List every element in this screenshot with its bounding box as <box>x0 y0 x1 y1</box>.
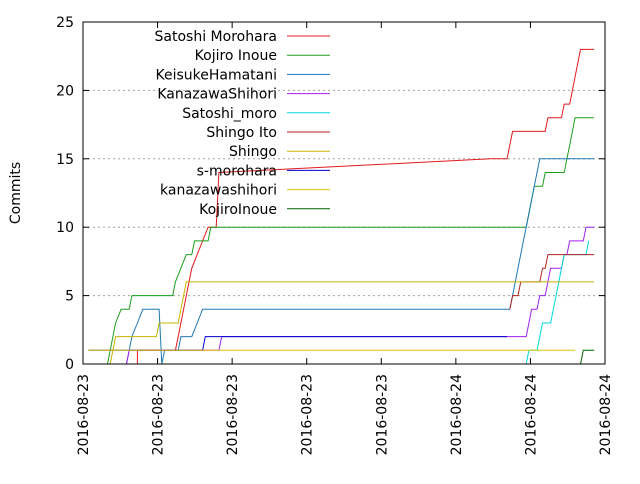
x-tick-label-5: 2016-08-24 <box>449 374 465 455</box>
series-line-5 <box>525 240 590 365</box>
legend-label-7: Shingo <box>229 144 277 160</box>
x-tick-label-1: 2016-08-23 <box>151 374 167 455</box>
legend: Satoshi Morohara Kojiro Inoue KeisukeHamat… <box>155 29 330 218</box>
x-axis: 2016-08-23 2016-08-23 2016-08-23 2016-08-23… <box>76 22 614 455</box>
series-line-7 <box>109 281 595 365</box>
series-line-8 <box>88 336 508 351</box>
x-tick-label-7: 2016-08-24 <box>598 374 614 455</box>
y-tick-label-5: 25 <box>56 15 74 31</box>
legend-label-8: s-morohara <box>197 163 277 179</box>
series-line-2 <box>107 117 595 365</box>
y-tick-label-0: 0 <box>65 357 74 373</box>
series-line-10 <box>580 349 595 365</box>
y-axis: 0 5 10 15 20 25 <box>56 15 605 373</box>
x-tick-label-3: 2016-08-23 <box>300 374 316 455</box>
series-lines <box>88 48 595 365</box>
legend-label-1: Satoshi Morohara <box>155 29 277 45</box>
legend-label-5: Satoshi_moro <box>182 106 277 122</box>
y-axis-label: Commits <box>8 162 24 224</box>
series-line-1 <box>104 48 595 365</box>
legend-label-6: Shingo Ito <box>206 125 277 141</box>
x-tick-label-2: 2016-08-23 <box>225 374 241 455</box>
y-tick-label-1: 5 <box>65 289 74 305</box>
x-tick-label-0: 2016-08-23 <box>76 374 92 455</box>
legend-label-9: kanazawashihori <box>160 183 277 199</box>
series-line-3 <box>126 158 595 365</box>
y-tick-label-4: 20 <box>56 83 74 99</box>
legend-label-2: Kojiro Inoue <box>195 48 277 64</box>
y-tick-label-3: 15 <box>56 152 74 168</box>
y-tick-label-2: 10 <box>56 220 74 236</box>
legend-label-3: KeisukeHamatani <box>155 67 277 83</box>
plot-frame <box>82 21 606 365</box>
legend-label-4: KanazawaShihori <box>157 87 277 103</box>
legend-label-10: KojiroInoue <box>199 202 277 218</box>
x-tick-label-6: 2016-08-24 <box>523 374 539 455</box>
x-tick-label-4: 2016-08-23 <box>374 374 390 455</box>
